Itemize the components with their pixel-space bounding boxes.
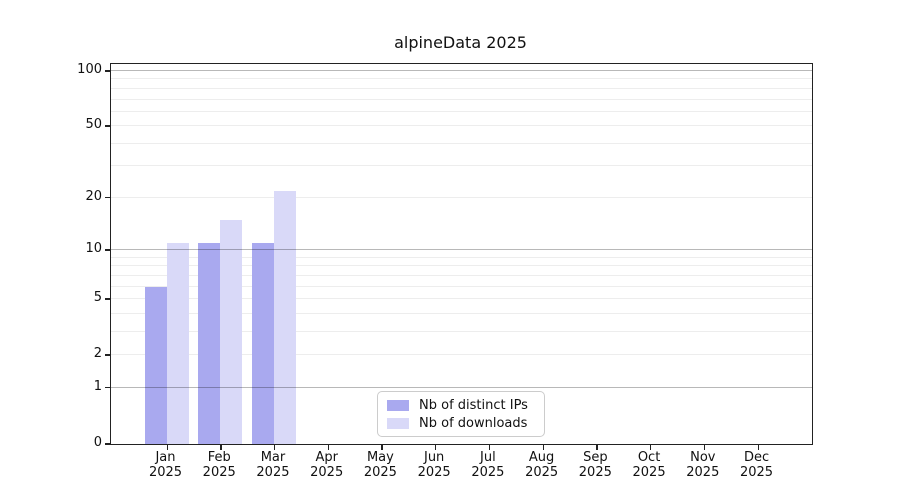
gridline-minor: [111, 330, 812, 332]
x-tick: [703, 445, 706, 450]
x-tick-label: Aug 2025: [525, 450, 559, 480]
y-tick-label: 20: [85, 188, 102, 204]
gridline-minor: [111, 165, 812, 167]
x-tick-label: Oct 2025: [632, 450, 666, 480]
x-tick: [596, 445, 598, 450]
x-tick-label: Sep 2025: [578, 450, 612, 480]
y-tick-label: 100: [77, 62, 102, 77]
gridline-minor: [111, 98, 812, 100]
y-tick: [105, 70, 110, 72]
x-tick-label: Jul 2025: [471, 450, 505, 480]
gridline-major: [111, 70, 812, 71]
gridline-minor: [111, 125, 812, 127]
legend-label: Nb of downloads: [419, 415, 528, 431]
x-tick: [757, 445, 759, 450]
legend-label: Nb of distinct IPs: [419, 397, 528, 413]
x-tick: [488, 445, 491, 450]
x-tick-label: Apr 2025: [310, 450, 344, 480]
x-tick-label: Jan 2025: [148, 450, 183, 480]
bar-mar-ips: [251, 243, 274, 444]
y-tick-label: 1: [93, 378, 102, 394]
y-tick: [105, 354, 110, 356]
gridline-minor: [111, 110, 812, 112]
x-tick: [273, 445, 276, 450]
x-tick: [650, 445, 652, 450]
x-tick: [542, 445, 544, 450]
gridline-major: [111, 386, 812, 388]
legend: Nb of distinct IPs Nb of downloads: [377, 391, 545, 437]
x-tick: [435, 445, 437, 450]
gridline-minor: [111, 274, 812, 276]
gridline-minor: [111, 354, 812, 356]
gridline-minor: [111, 285, 812, 287]
x-tick-label: May 2025: [363, 450, 397, 480]
y-tick-label: 10: [85, 241, 102, 257]
gridline-minor: [111, 87, 812, 89]
bar-jan-downloads: [166, 243, 189, 444]
y-tick: [105, 125, 110, 127]
gridline-minor: [111, 265, 812, 267]
y-tick-label: 2: [93, 346, 102, 362]
gridline-minor: [111, 298, 812, 300]
bar-jan-ips: [144, 286, 167, 444]
x-tick: [381, 445, 383, 450]
chart-title: alpineData 2025: [394, 33, 527, 52]
legend-swatch-distinct-ips: [387, 399, 409, 411]
x-tick: [327, 445, 329, 450]
x-tick-label: Nov 2025: [686, 450, 720, 480]
bar-feb-ips: [198, 243, 221, 444]
plot-area: [105, 63, 813, 450]
x-tick-label: Feb 2025: [202, 450, 236, 480]
bar-mar-downloads: [273, 190, 296, 444]
x-tick: [220, 445, 222, 450]
x-tick: [166, 445, 168, 450]
gridline-minor: [111, 196, 812, 198]
y-tick: [105, 249, 110, 251]
x-tick-label: Mar 2025: [256, 450, 290, 480]
y-tick: [105, 298, 110, 300]
y-tick-label: 5: [93, 290, 102, 306]
y-tick: [105, 197, 110, 199]
y-tick-label: 0: [93, 435, 102, 450]
gridline-minor: [111, 78, 812, 80]
legend-entry-downloads: Nb of downloads: [378, 416, 544, 431]
y-tick: [105, 387, 110, 389]
legend-swatch-downloads: [387, 417, 409, 429]
x-tick-label: Jun 2025: [417, 450, 451, 480]
x-tick-label: Dec 2025: [739, 450, 774, 480]
gridline-major: [111, 249, 812, 251]
y-tick-label: 50: [85, 117, 102, 133]
y-tick: [105, 443, 110, 445]
gridline-minor: [111, 256, 812, 258]
gridline-minor: [111, 312, 812, 314]
bar-feb-downloads: [220, 219, 243, 444]
gridline-minor: [111, 142, 812, 144]
legend-entry-distinct-ips: Nb of distinct IPs: [378, 398, 544, 413]
